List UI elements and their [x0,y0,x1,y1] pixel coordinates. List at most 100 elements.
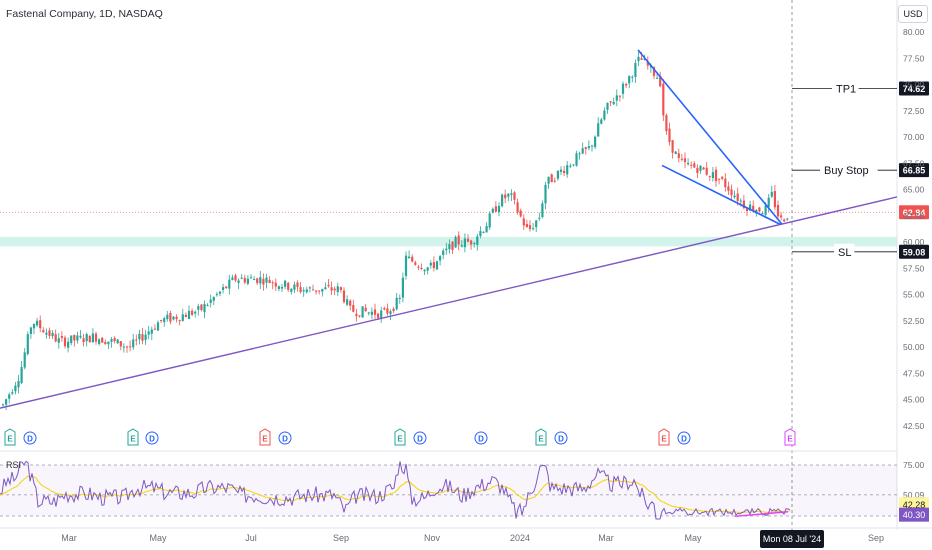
candle-body-68 [212,297,215,301]
price-tick-55.00: 55.00 [903,290,925,300]
event-label-3: D [149,435,155,444]
candle-body-179 [556,170,559,179]
candle-body-178 [553,180,556,182]
candle-body-143 [445,248,448,251]
candle-body-22 [70,335,73,344]
tp1-label-bg [832,80,859,97]
candle-body-114 [355,313,358,317]
candle-body-42 [132,339,135,348]
candle-body-164 [510,193,513,195]
candle-body-40 [125,346,129,348]
candle-body-184 [572,164,575,166]
candle-body-159 [494,206,497,212]
candle-body-196 [609,101,612,103]
candle-body-7 [23,352,26,368]
candle-body-6 [20,367,23,383]
candle-body-112 [349,300,352,306]
candle-body-175 [544,184,547,204]
candle-body-62 [194,311,197,314]
price-tick-80.00: 80.00 [903,27,925,37]
candle-body-25 [79,335,82,338]
candle-body-81 [253,279,256,281]
candle-body-4 [14,385,17,392]
price-tick-75.00: 75.00 [903,80,925,90]
candle-body-48 [150,329,153,334]
event-label-1: D [27,435,33,444]
candle-body-128 [398,297,401,299]
candle-body-203 [631,76,634,78]
candle-body-41 [129,346,132,348]
price-tick-57.50: 57.50 [903,263,925,273]
candle-body-226 [702,167,705,170]
candle-body-190 [590,145,594,147]
buy_stop-label: Buy Stop [824,165,869,177]
candle-body-10 [32,324,36,329]
candle-body-101 [315,290,318,292]
time-tick-2: Jul [245,533,257,543]
crosshair-date: Mon 08 Jul '24 [763,534,821,544]
candle-body-144 [448,244,451,250]
candle-body-230 [714,169,718,182]
candle-body-167 [519,210,522,217]
event-label-13: E [787,435,793,444]
candle-body-79 [246,278,249,284]
candle-body-239 [742,200,745,209]
ascending-trendline [0,196,898,409]
candle-body-191 [594,136,597,148]
candle-body-156 [485,225,488,233]
candle-body-201 [625,83,628,86]
candle-body-2 [8,394,11,399]
candle-body-118 [367,312,370,314]
candle-body-15 [48,330,51,336]
price-tick-65.00: 65.00 [903,185,925,195]
candle-body-136 [423,269,426,272]
sl-label-bg [834,243,855,260]
candle-body-207 [643,58,646,61]
candle-body-70 [218,291,222,294]
candle-body-166 [516,202,519,213]
candle-body-250 [776,204,780,217]
candle-body-160 [497,205,501,213]
candle-body-165 [513,192,516,200]
candle-body-163 [507,193,510,197]
candle-body-170 [528,225,532,229]
candle-body-52 [163,318,166,323]
candle-body-228 [708,175,711,177]
candle-body-106 [330,287,333,291]
candle-body-110 [342,290,346,303]
candle-body-157 [488,213,491,228]
candle-body-168 [522,218,525,226]
candle-body-169 [525,224,528,227]
candle-body-148 [460,245,463,247]
candle-body-64 [200,304,203,311]
candle-body-161 [501,194,504,207]
candle-body-158 [491,208,494,213]
earnings-marker-2 [127,428,139,446]
candle-body-244 [758,207,761,212]
candle-body-145 [451,241,454,250]
price-tick-77.50: 77.50 [903,53,925,63]
candle-body-100 [311,289,315,291]
earnings-marker-9 [535,428,547,446]
candle-body-5 [17,380,20,388]
candle-body-202 [628,76,631,84]
candle-body-34 [107,341,110,345]
candle-body-113 [352,305,355,312]
time-tick-3: Sep [333,533,349,543]
currency-button[interactable]: USD [898,5,928,23]
candle-body-126 [392,308,395,311]
candle-body-252 [783,219,786,222]
candle-body-151 [470,240,473,245]
dividend-marker-3 [145,431,159,445]
candle-body-155 [482,231,485,233]
dividend-marker-12 [677,431,691,445]
candle-body-249 [773,191,776,208]
candle-body-108 [336,286,339,293]
candle-body-28 [88,335,91,343]
candle-body-162 [504,194,507,199]
candle-body-46 [144,334,147,340]
candle-body-14 [45,332,48,335]
candle-body-189 [587,146,590,149]
candle-body-117 [364,307,367,312]
